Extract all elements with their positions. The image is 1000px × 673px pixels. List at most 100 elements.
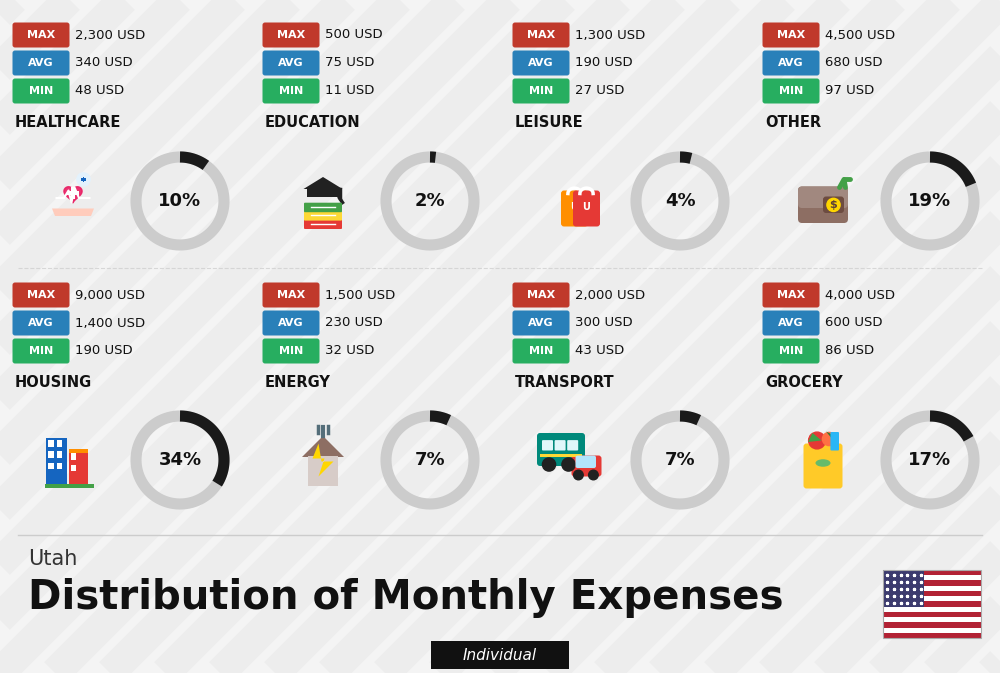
Text: 32 USD: 32 USD bbox=[325, 345, 374, 357]
FancyBboxPatch shape bbox=[883, 627, 981, 633]
FancyBboxPatch shape bbox=[576, 456, 596, 468]
FancyBboxPatch shape bbox=[763, 22, 820, 48]
Text: 1,400 USD: 1,400 USD bbox=[75, 316, 145, 330]
Text: 19%: 19% bbox=[908, 192, 952, 210]
Text: MAX: MAX bbox=[527, 30, 555, 40]
FancyBboxPatch shape bbox=[883, 570, 924, 606]
Text: 500 USD: 500 USD bbox=[325, 28, 383, 42]
Text: 680 USD: 680 USD bbox=[825, 57, 883, 69]
FancyBboxPatch shape bbox=[883, 617, 981, 623]
FancyBboxPatch shape bbox=[57, 452, 62, 458]
FancyBboxPatch shape bbox=[12, 22, 70, 48]
FancyBboxPatch shape bbox=[68, 449, 88, 452]
FancyBboxPatch shape bbox=[57, 463, 62, 469]
FancyBboxPatch shape bbox=[798, 186, 848, 208]
FancyBboxPatch shape bbox=[798, 186, 848, 223]
Text: MIN: MIN bbox=[279, 346, 303, 356]
Text: 340 USD: 340 USD bbox=[75, 57, 133, 69]
Text: 17%: 17% bbox=[908, 451, 952, 469]
FancyBboxPatch shape bbox=[512, 283, 570, 308]
FancyBboxPatch shape bbox=[12, 79, 70, 104]
FancyBboxPatch shape bbox=[883, 570, 981, 575]
FancyBboxPatch shape bbox=[540, 454, 582, 457]
Text: 600 USD: 600 USD bbox=[825, 316, 883, 330]
Text: MIN: MIN bbox=[29, 86, 53, 96]
FancyBboxPatch shape bbox=[46, 437, 67, 485]
FancyBboxPatch shape bbox=[48, 463, 54, 469]
Text: 75 USD: 75 USD bbox=[325, 57, 374, 69]
Text: GROCERY: GROCERY bbox=[765, 375, 843, 390]
Circle shape bbox=[574, 470, 583, 480]
FancyBboxPatch shape bbox=[68, 452, 88, 485]
Text: MIN: MIN bbox=[779, 86, 803, 96]
Circle shape bbox=[822, 432, 836, 446]
Text: 4%: 4% bbox=[665, 192, 695, 210]
FancyBboxPatch shape bbox=[431, 641, 569, 669]
FancyBboxPatch shape bbox=[48, 452, 54, 458]
FancyBboxPatch shape bbox=[262, 283, 320, 308]
Text: AVG: AVG bbox=[528, 318, 554, 328]
Text: MAX: MAX bbox=[277, 30, 305, 40]
FancyBboxPatch shape bbox=[883, 596, 981, 602]
FancyBboxPatch shape bbox=[883, 606, 981, 612]
Text: EDUCATION: EDUCATION bbox=[265, 115, 361, 130]
FancyBboxPatch shape bbox=[12, 310, 70, 336]
FancyBboxPatch shape bbox=[44, 484, 94, 488]
FancyBboxPatch shape bbox=[830, 432, 839, 450]
Text: HEALTHCARE: HEALTHCARE bbox=[15, 115, 121, 130]
FancyBboxPatch shape bbox=[83, 177, 84, 182]
Text: 190 USD: 190 USD bbox=[75, 345, 133, 357]
Text: LEISURE: LEISURE bbox=[515, 115, 584, 130]
Text: 43 USD: 43 USD bbox=[575, 345, 624, 357]
Text: AVG: AVG bbox=[278, 58, 304, 68]
FancyBboxPatch shape bbox=[308, 456, 338, 485]
FancyBboxPatch shape bbox=[12, 50, 70, 75]
Text: 7%: 7% bbox=[415, 451, 445, 469]
FancyBboxPatch shape bbox=[763, 79, 820, 104]
FancyBboxPatch shape bbox=[883, 633, 981, 638]
Text: 10%: 10% bbox=[158, 192, 202, 210]
Text: 2%: 2% bbox=[415, 192, 445, 210]
Ellipse shape bbox=[816, 459, 830, 467]
Circle shape bbox=[827, 199, 840, 211]
Text: 2,300 USD: 2,300 USD bbox=[75, 28, 145, 42]
Text: HOUSING: HOUSING bbox=[15, 375, 92, 390]
FancyBboxPatch shape bbox=[537, 433, 585, 466]
Text: 300 USD: 300 USD bbox=[575, 316, 633, 330]
FancyBboxPatch shape bbox=[262, 310, 320, 336]
FancyBboxPatch shape bbox=[512, 310, 570, 336]
FancyBboxPatch shape bbox=[12, 283, 70, 308]
FancyBboxPatch shape bbox=[57, 440, 62, 446]
Text: 97 USD: 97 USD bbox=[825, 85, 874, 98]
Text: U: U bbox=[571, 202, 578, 212]
Text: MIN: MIN bbox=[29, 346, 53, 356]
Text: 27 USD: 27 USD bbox=[575, 85, 624, 98]
Text: MAX: MAX bbox=[27, 30, 55, 40]
Text: 190 USD: 190 USD bbox=[575, 57, 633, 69]
Text: AVG: AVG bbox=[278, 318, 304, 328]
Text: Utah: Utah bbox=[28, 549, 77, 569]
FancyBboxPatch shape bbox=[883, 580, 981, 586]
Circle shape bbox=[589, 470, 598, 480]
FancyBboxPatch shape bbox=[304, 203, 342, 212]
FancyBboxPatch shape bbox=[573, 190, 600, 227]
Text: Individual: Individual bbox=[463, 647, 537, 662]
Circle shape bbox=[562, 458, 575, 471]
Polygon shape bbox=[312, 444, 334, 476]
Text: TRANSPORT: TRANSPORT bbox=[515, 375, 615, 390]
Text: ENERGY: ENERGY bbox=[265, 375, 331, 390]
Text: 4,500 USD: 4,500 USD bbox=[825, 28, 895, 42]
Text: MIN: MIN bbox=[529, 346, 553, 356]
FancyBboxPatch shape bbox=[555, 440, 566, 450]
FancyBboxPatch shape bbox=[804, 444, 842, 489]
FancyBboxPatch shape bbox=[512, 339, 570, 363]
Text: MIN: MIN bbox=[529, 86, 553, 96]
Polygon shape bbox=[302, 436, 344, 457]
FancyBboxPatch shape bbox=[883, 575, 981, 580]
Text: MAX: MAX bbox=[277, 290, 305, 300]
Polygon shape bbox=[304, 177, 342, 189]
Text: 9,000 USD: 9,000 USD bbox=[75, 289, 145, 302]
FancyBboxPatch shape bbox=[542, 440, 553, 450]
FancyBboxPatch shape bbox=[71, 465, 76, 471]
Text: AVG: AVG bbox=[528, 58, 554, 68]
